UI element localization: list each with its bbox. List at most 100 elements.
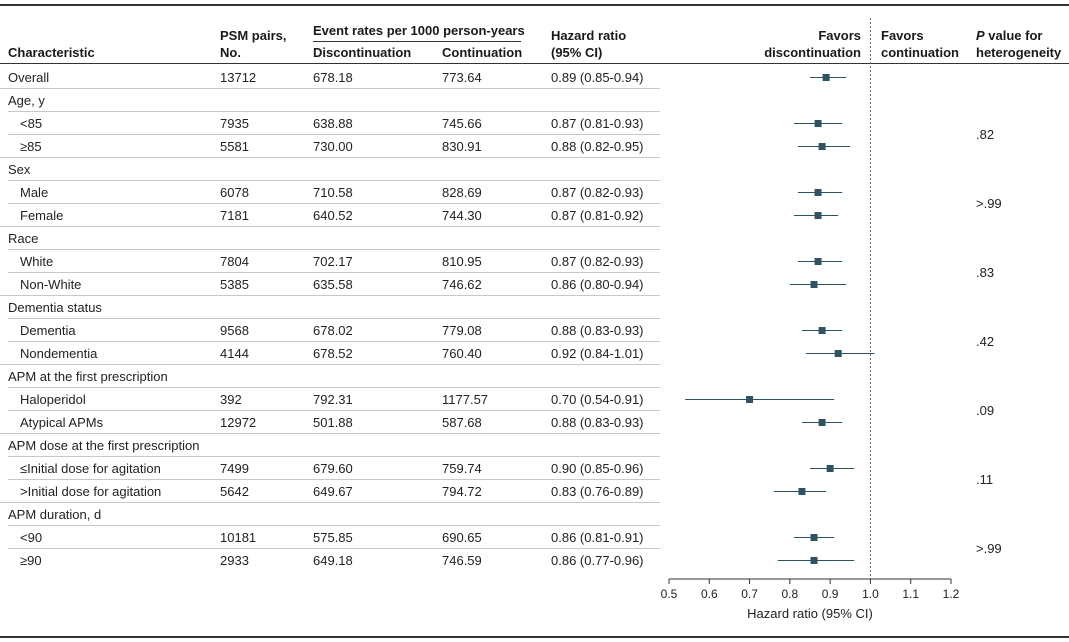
psm-pairs-cell: 7935 <box>220 116 249 131</box>
pvalue-cell: .83 <box>976 265 995 280</box>
row-separator <box>0 226 660 227</box>
hazard-ratio-cell: 0.88 (0.83-0.93) <box>551 415 644 430</box>
row-label: ≥85 <box>20 139 42 154</box>
pvalue-cell: .09 <box>976 403 995 418</box>
hr-marker <box>818 419 826 426</box>
group-label: Sex <box>8 162 31 177</box>
x-tick-label: 1.0 <box>862 587 879 601</box>
discontinuation-rate-cell: 679.60 <box>313 461 353 476</box>
continuation-rate-cell: 810.95 <box>442 254 482 269</box>
continuation-rate-cell: 794.72 <box>442 484 482 499</box>
psm-pairs-cell: 5642 <box>220 484 249 499</box>
header-favors-disc-line2: discontinuation <box>764 45 861 60</box>
hr-marker <box>814 120 822 127</box>
row-label: Male <box>20 185 49 200</box>
row-label: Female <box>20 208 64 223</box>
group-label: Dementia status <box>8 300 102 315</box>
hazard-ratio-cell: 0.86 (0.80-0.94) <box>551 277 644 292</box>
group-label: APM dose at the first prescription <box>8 438 200 453</box>
hr-marker <box>818 327 826 334</box>
header-pvalue-italic: P <box>976 28 985 43</box>
x-tick-label: 0.9 <box>822 587 839 601</box>
discontinuation-rate-cell: 640.52 <box>313 208 353 223</box>
row-separator <box>8 318 660 319</box>
row-label: Nondementia <box>20 346 98 361</box>
header-rule <box>0 63 1069 64</box>
header-characteristic: Characteristic <box>8 45 95 60</box>
row-separator <box>8 111 660 112</box>
group-label: Race <box>8 231 39 246</box>
hazard-ratio-cell: 0.86 (0.77-0.96) <box>551 553 644 568</box>
row-separator <box>8 203 660 204</box>
pvalue-cell: >.99 <box>976 541 1002 556</box>
discontinuation-rate-cell: 649.18 <box>313 553 353 568</box>
x-axis-label: Hazard ratio (95% CI) <box>747 606 873 621</box>
discontinuation-rate-cell: 730.00 <box>313 139 353 154</box>
row-separator <box>8 456 660 457</box>
header-psm-line2: No. <box>220 45 241 60</box>
hr-marker <box>746 396 754 403</box>
header-favors-cont-line2: continuation <box>881 45 959 60</box>
row-label: Dementia <box>20 323 76 338</box>
x-tick-label: 0.6 <box>701 587 718 601</box>
row-separator <box>8 387 660 388</box>
psm-pairs-cell: 13712 <box>220 70 257 85</box>
discontinuation-rate-cell: 575.85 <box>313 530 353 545</box>
hr-marker <box>818 143 826 150</box>
hr-marker <box>814 212 822 219</box>
header-hr-line1: Hazard ratio <box>551 28 627 43</box>
continuation-rate-cell: 830.91 <box>442 139 482 154</box>
header-event-rates-underline <box>313 41 521 42</box>
group-label: APM duration, d <box>8 507 102 522</box>
hazard-ratio-cell: 0.86 (0.81-0.91) <box>551 530 644 545</box>
pvalue-cell: .82 <box>976 127 995 142</box>
hr-marker <box>810 534 818 541</box>
row-label: Haloperidol <box>20 392 86 407</box>
group-label: APM at the first prescription <box>8 369 168 384</box>
psm-pairs-cell: 7181 <box>220 208 249 223</box>
pvalue-cell: .42 <box>976 334 995 349</box>
discontinuation-rate-cell: 792.31 <box>313 392 353 407</box>
hazard-ratio-cell: 0.87 (0.82-0.93) <box>551 254 644 269</box>
row-label: White <box>20 254 54 269</box>
header-discontinuation: Discontinuation <box>313 45 412 60</box>
header-pvalue-rest: value for <box>984 28 1043 43</box>
x-tick-label: 0.5 <box>661 587 678 601</box>
top-rule <box>0 4 1069 6</box>
continuation-rate-cell: 759.74 <box>442 461 482 476</box>
psm-pairs-cell: 12972 <box>220 415 257 430</box>
discontinuation-rate-cell: 501.88 <box>313 415 353 430</box>
discontinuation-rate-cell: 649.67 <box>313 484 353 499</box>
header-favors-cont-line1: Favors <box>881 28 924 43</box>
header-favors-disc-line1: Favors <box>818 28 861 43</box>
row-separator <box>0 157 660 158</box>
x-tick-label: 1.1 <box>902 587 919 601</box>
continuation-rate-cell: 779.08 <box>442 323 482 338</box>
continuation-rate-cell: 773.64 <box>442 70 482 85</box>
header-continuation: Continuation <box>442 45 523 60</box>
continuation-rate-cell: 746.62 <box>442 277 482 292</box>
row-separator <box>8 180 660 181</box>
hazard-ratio-cell: 0.88 (0.82-0.95) <box>551 139 644 154</box>
x-tick-label: 0.7 <box>741 587 758 601</box>
hr-marker <box>814 258 822 265</box>
hazard-ratio-cell: 0.87 (0.82-0.93) <box>551 185 644 200</box>
hazard-ratio-cell: 0.87 (0.81-0.92) <box>551 208 644 223</box>
header-psm-line1: PSM pairs, <box>220 28 287 43</box>
row-label: ≥90 <box>20 553 42 568</box>
hazard-ratio-cell: 0.89 (0.85-0.94) <box>551 70 644 85</box>
x-tick-label: 1.2 <box>943 587 960 601</box>
hr-marker <box>798 488 806 495</box>
row-separator <box>8 525 660 526</box>
hr-marker <box>810 281 818 288</box>
hazard-ratio-cell: 0.92 (0.84-1.01) <box>551 346 644 361</box>
bottom-rule <box>0 636 1069 638</box>
hr-marker <box>822 74 830 81</box>
pvalue-cell: >.99 <box>976 196 1002 211</box>
psm-pairs-cell: 4144 <box>220 346 249 361</box>
row-label: <85 <box>20 116 43 131</box>
group-label: Age, y <box>8 93 45 108</box>
row-separator <box>8 134 660 135</box>
row-separator <box>8 341 660 342</box>
